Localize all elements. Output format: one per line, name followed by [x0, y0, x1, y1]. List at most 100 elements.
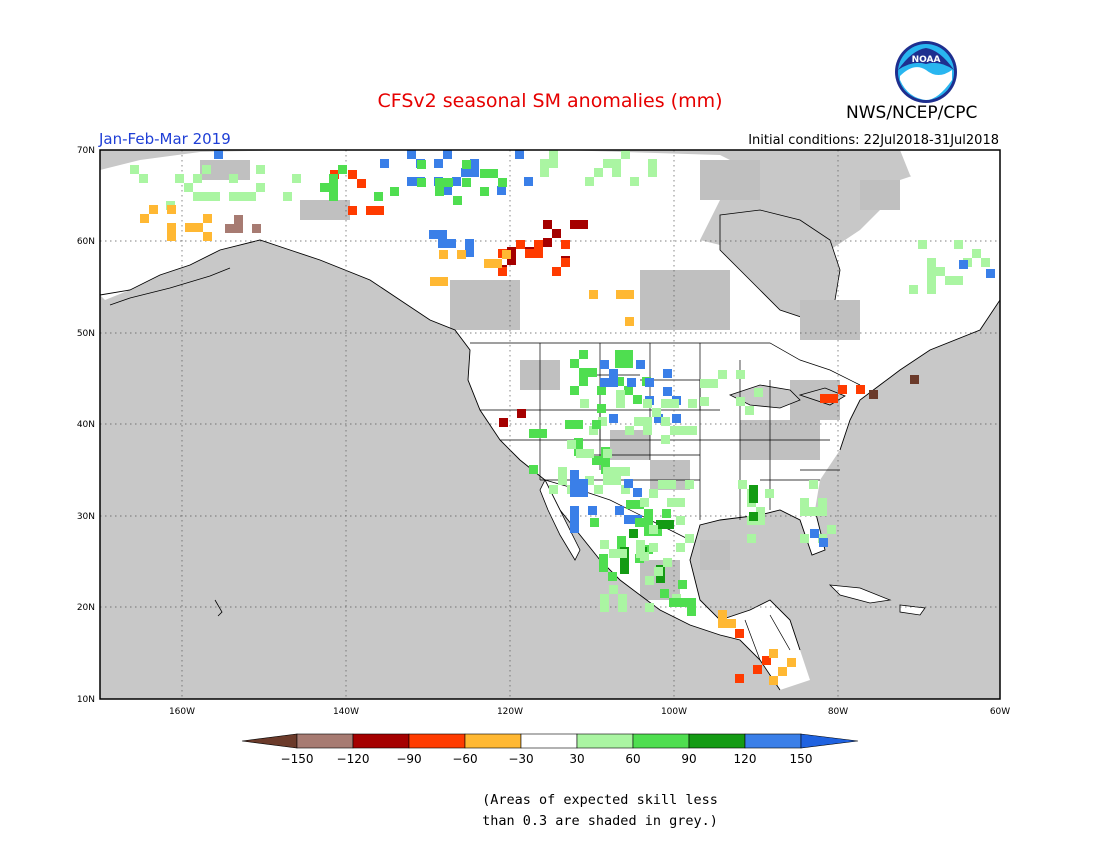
anomaly-cell [643, 417, 652, 426]
anomaly-cell [625, 317, 634, 326]
anomaly-cell [654, 567, 663, 576]
colorbar: −150 −120 −90 −60 −30 30 60 90 120 150 [241, 733, 859, 766]
anomaly-cell [869, 390, 878, 399]
anomaly-cell [229, 192, 238, 201]
colorbar-box [576, 733, 634, 749]
anomaly-cell [927, 276, 936, 285]
anomaly-cell [585, 476, 594, 485]
anomaly-cell [661, 417, 670, 426]
anomaly-cell [747, 534, 756, 543]
anomaly-cell [443, 186, 452, 195]
anomaly-cell [580, 399, 589, 408]
anomaly-cell [435, 187, 444, 196]
anomaly-cell [585, 177, 594, 186]
anomaly-cell [643, 426, 652, 435]
anomaly-cell [592, 456, 601, 465]
anomaly-cell [439, 250, 448, 259]
anomaly-cell [809, 480, 818, 489]
lat-label: 60N [77, 237, 95, 247]
anomaly-cell [749, 485, 758, 494]
anomaly-cell [320, 183, 329, 192]
anomaly-cell [688, 399, 697, 408]
anomaly-cell [579, 377, 588, 386]
anomaly-cell [499, 418, 508, 427]
anomaly-cell [238, 192, 247, 201]
anomaly-cell [390, 187, 399, 196]
anomaly-cell [439, 277, 448, 286]
anomaly-cell [549, 159, 558, 168]
anomaly-cell [612, 168, 621, 177]
anomaly-cell [643, 399, 652, 408]
land-greenland [900, 150, 1000, 240]
noaa-logo-icon: NOAA [894, 40, 958, 104]
anomaly-cell [644, 527, 653, 536]
coastline [100, 239, 1000, 691]
anomaly-cell [745, 406, 754, 415]
anomaly-cell [252, 224, 261, 233]
anomaly-cell [203, 214, 212, 223]
anomaly-cell [515, 150, 524, 159]
anomaly-cell [167, 223, 176, 232]
anomaly-cell [357, 179, 366, 188]
anomaly-cell [444, 178, 453, 187]
anomaly-cell [601, 456, 610, 465]
anomaly-cell [507, 256, 516, 265]
anomaly-cell [660, 589, 669, 598]
anomaly-cell [229, 174, 238, 183]
anomaly-cell [579, 350, 588, 359]
anomaly-cell [633, 488, 642, 497]
colorbar-tick: −120 [337, 752, 370, 766]
anomaly-cell [435, 178, 444, 187]
anomaly-cell [625, 426, 634, 435]
anomaly-cell [256, 183, 265, 192]
colorbar-box [464, 733, 522, 749]
colorbar-right-arrow [800, 733, 859, 749]
anomaly-cell [603, 449, 612, 458]
anomaly-cell [738, 480, 747, 489]
initial-conditions: Initial conditions: 22Jul2018-31Jul2018 [748, 133, 999, 148]
anomaly-cell [552, 267, 561, 276]
aleutian-islands [109, 267, 231, 617]
anomaly-cell [329, 183, 338, 192]
anomaly-cell [457, 250, 466, 259]
anomaly-cell [594, 168, 603, 177]
anomaly-cell [616, 390, 625, 399]
graticule [100, 150, 1000, 699]
anomaly-cell [140, 214, 149, 223]
baja-california [539, 479, 581, 561]
anomaly-cell [736, 397, 745, 406]
anomaly-cell [640, 498, 649, 507]
anomaly-cell [778, 667, 787, 676]
anomaly-cell [329, 174, 338, 183]
anomaly-cell [185, 223, 194, 232]
anomaly-cell [670, 426, 679, 435]
anomaly-cell [644, 509, 653, 518]
anomaly-cell [480, 169, 489, 178]
anomaly-cell [986, 269, 995, 278]
anomaly-cell [620, 565, 629, 574]
anomaly-cell [616, 290, 625, 299]
anomaly-cell [678, 580, 687, 589]
anomaly-cell [663, 387, 672, 396]
anomaly-cell [507, 247, 516, 256]
anomaly-cell [612, 159, 621, 168]
lat-label: 30N [77, 512, 95, 522]
anomaly-cell [644, 545, 653, 554]
anomaly-cell [588, 506, 597, 515]
anomaly-cell [800, 507, 809, 516]
anomaly-cell [549, 485, 558, 494]
lon-label: 100W [661, 707, 687, 717]
anomaly-cell [462, 178, 471, 187]
anomaly-cell [735, 674, 744, 683]
anomaly-cell [348, 170, 357, 179]
anomaly-cell [687, 607, 696, 616]
anomaly-cell [765, 489, 774, 498]
anomaly-cell [629, 529, 638, 538]
anomaly-cell [672, 414, 681, 423]
anomaly-cell [561, 240, 570, 249]
colorbar-tick: −60 [452, 752, 477, 766]
anomaly-cell [194, 223, 203, 232]
anomaly-cell [599, 554, 608, 563]
